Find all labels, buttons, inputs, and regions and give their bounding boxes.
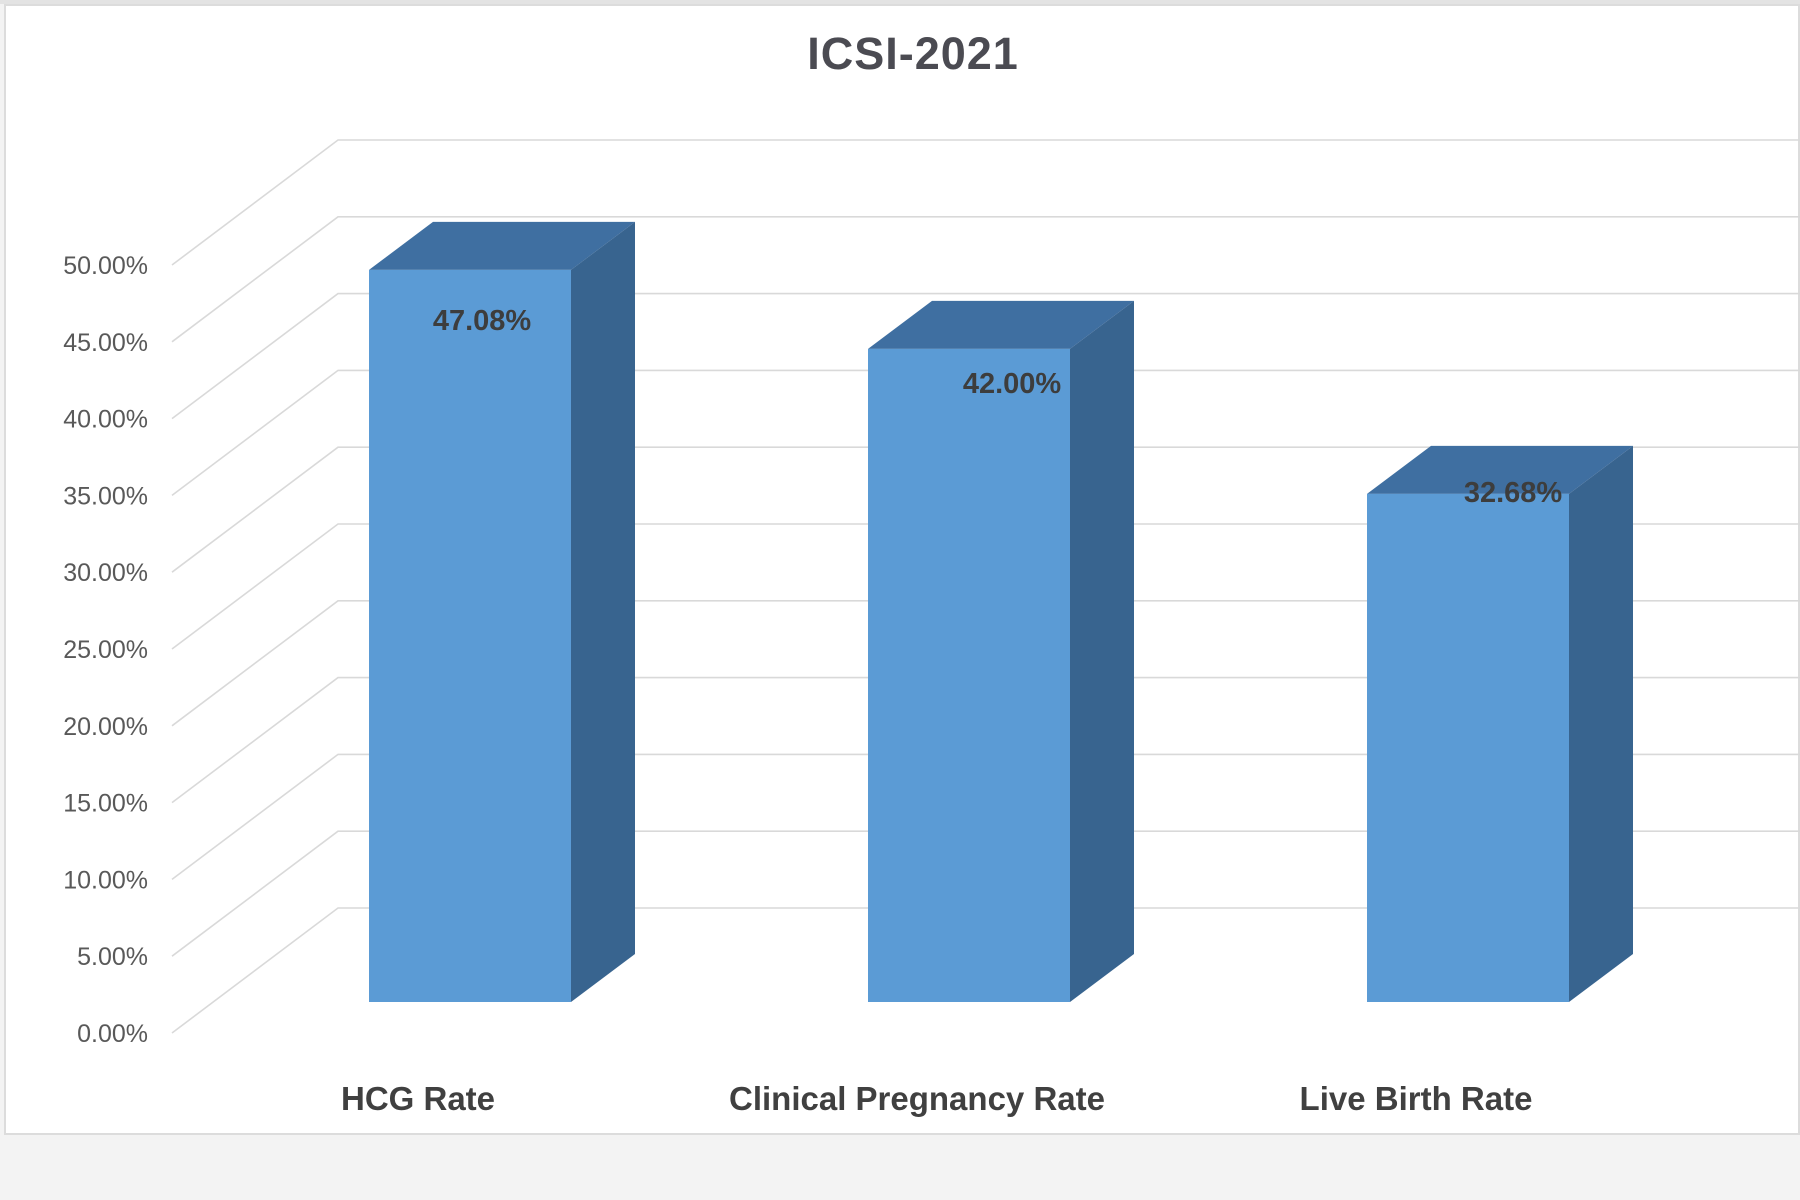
- y-tick-label: 20.00%: [63, 713, 148, 741]
- screen-top-edge: [0, 0, 1800, 4]
- bar-side-face: [571, 221, 635, 1002]
- gridline: [171, 216, 1800, 343]
- x-category-label-hcg-rate: HCG Rate: [341, 1080, 495, 1117]
- gridline: [171, 907, 1800, 1034]
- y-tick-label: 30.00%: [63, 559, 148, 587]
- bar-side-face: [1569, 445, 1633, 1002]
- gridline: [171, 753, 1800, 881]
- x-category-label-clinical-pregnancy-rate: Clinical Pregnancy Rate: [729, 1080, 1105, 1117]
- y-tick-label: 25.00%: [63, 636, 148, 664]
- category-axis: HCG Rate Clinical Pregnancy Rate Live Birt…: [341, 1080, 1532, 1117]
- x-category-label-live-birth-rate: Live Birth Rate: [1300, 1080, 1533, 1117]
- y-tick-label: 40.00%: [63, 406, 148, 434]
- bar-hcg-rate: 47.08%: [369, 221, 635, 1002]
- bar-side-face: [1070, 300, 1134, 1002]
- y-tick-label: 10.00%: [63, 866, 148, 894]
- bar-clinical-pregnancy-rate: 42.00%: [868, 300, 1134, 1002]
- y-tick-label: 5.00%: [77, 943, 148, 971]
- y-tick-label: 45.00%: [63, 329, 148, 357]
- bar-front-face: [868, 348, 1070, 1002]
- y-tick-label: 15.00%: [63, 790, 148, 818]
- y-tick-label: 0.00%: [77, 1020, 148, 1048]
- gridline: [171, 600, 1800, 727]
- bar-front-face: [1367, 493, 1569, 1002]
- data-label: 32.68%: [1464, 477, 1563, 509]
- bar-top-face: [868, 300, 1134, 349]
- bar-front-face: [369, 269, 571, 1002]
- y-tick-label: 50.00%: [63, 252, 148, 280]
- gridline: [171, 523, 1800, 650]
- gridline: [171, 676, 1800, 804]
- gridline: [171, 830, 1800, 957]
- bar-top-face: [1367, 445, 1633, 494]
- gridline: [171, 446, 1800, 573]
- bar-top-face: [369, 221, 635, 270]
- data-label: 47.08%: [433, 305, 532, 337]
- gridline: [171, 292, 1800, 420]
- chart-title: ICSI-2021: [807, 28, 1019, 79]
- bar-live-birth-rate: 32.68%: [1367, 445, 1633, 1002]
- gridline: [171, 369, 1800, 497]
- gridlines: 0.00% 5.00% 10.00% 15.00% 20.00% 25.00% 30.00%…: [63, 139, 1800, 1048]
- y-tick-label: 35.00%: [63, 482, 148, 510]
- data-label: 42.00%: [963, 368, 1062, 400]
- gridline: [171, 139, 1800, 266]
